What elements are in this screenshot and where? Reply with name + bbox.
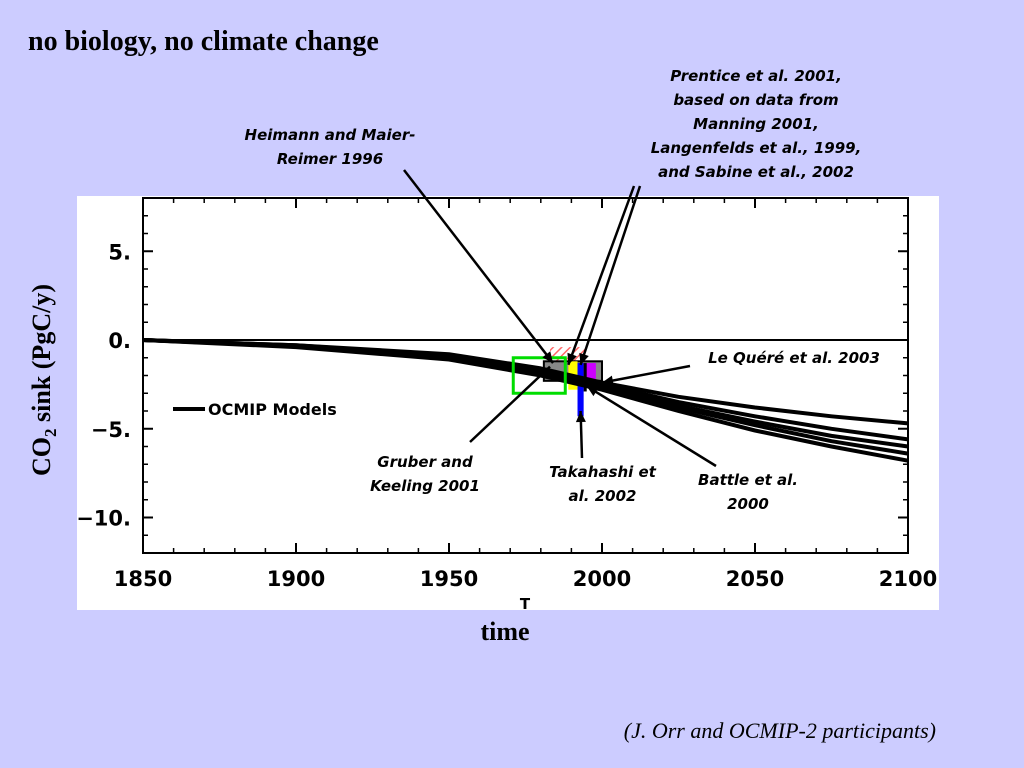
x-tick-label-2000: 2000 bbox=[573, 567, 631, 591]
arrow-heimann bbox=[403, 169, 555, 364]
arrow-prentice-head bbox=[579, 352, 589, 365]
obs-box-gruber bbox=[511, 356, 567, 395]
arrow-lequere bbox=[601, 364, 691, 384]
arrow-lequere-head bbox=[602, 375, 614, 386]
x-tick-label-1850: 1850 bbox=[114, 567, 172, 591]
x-tick-label-2050: 2050 bbox=[726, 567, 784, 591]
x-axis-label: time bbox=[480, 617, 530, 646]
annotation-lequere: Le Quéré et al. 2003 bbox=[708, 349, 880, 367]
x-tick-label-1950: 1950 bbox=[420, 567, 478, 591]
legend-label: OCMIP Models bbox=[208, 400, 337, 419]
y-tick-label-3: −10. bbox=[76, 507, 131, 531]
arrow-gruber-head bbox=[538, 366, 550, 378]
obs-box-takahashi-blue bbox=[577, 363, 584, 417]
y-tick-label-2: −5. bbox=[91, 418, 131, 442]
annotation-heimann: Heimann and Maier- Reimer 1996 bbox=[244, 126, 416, 168]
y-axis-label: CO2 sink (PgC/y) bbox=[26, 284, 61, 476]
arrow-battle-head bbox=[586, 386, 599, 397]
x-axis-marker: T bbox=[520, 595, 531, 613]
arrow-prentice bbox=[579, 185, 642, 366]
arrow-prentice-1 bbox=[567, 185, 636, 366]
series-line-4 bbox=[142, 338, 909, 463]
annotation-battle: Battle et al. 2000 bbox=[698, 471, 798, 513]
credit-text: (J. Orr and OCMIP-2 participants) bbox=[623, 718, 936, 743]
arrow-gruber bbox=[469, 365, 551, 443]
arrow-battle bbox=[586, 385, 717, 468]
annotation-takahashi: Takahashi et al. 2002 bbox=[549, 463, 656, 505]
x-tick-label-2100: 2100 bbox=[879, 567, 937, 591]
y-tick-label-0: 5. bbox=[108, 240, 131, 264]
arrow-prentice-1-head bbox=[567, 352, 577, 365]
x-tick-label-1900: 1900 bbox=[267, 567, 325, 591]
arrow-heimann-head bbox=[542, 351, 554, 364]
arrow-takahashi-head bbox=[575, 411, 586, 423]
y-tick-label-1: 0. bbox=[108, 329, 131, 353]
annotation-gruber: Gruber and Keeling 2001 bbox=[370, 453, 480, 495]
plot-panel bbox=[77, 196, 939, 610]
annotation-prentice: Prentice et al. 2001, based on data from… bbox=[650, 67, 862, 181]
slide-title: no biology, no climate change bbox=[28, 26, 379, 57]
